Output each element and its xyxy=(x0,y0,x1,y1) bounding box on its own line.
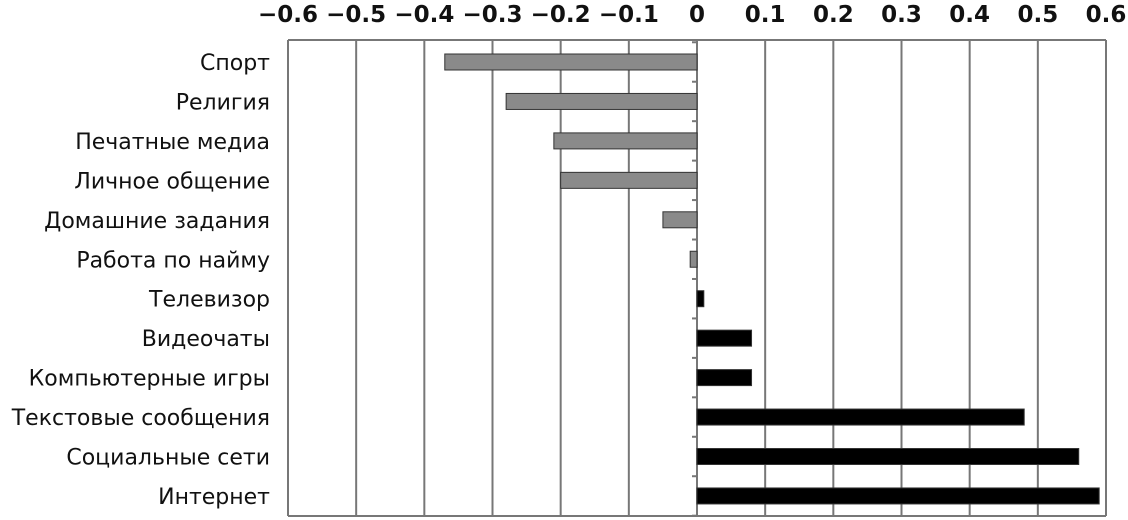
category-label: Спорт xyxy=(200,51,270,76)
x-tick-label: −0.6 xyxy=(258,2,318,28)
bar-8 xyxy=(696,329,753,347)
category-label: Личное общение xyxy=(74,169,270,194)
bar-4 xyxy=(560,171,698,189)
x-tick-label: 0.6 xyxy=(1086,2,1127,28)
category-label: Телевизор xyxy=(148,288,270,313)
category-label: Религия xyxy=(176,90,270,115)
category-label: Печатные медиа xyxy=(75,130,270,155)
bar-5 xyxy=(662,211,698,229)
x-tick-label: 0.3 xyxy=(881,2,922,28)
x-axis-tick-labels: −0.6 −0.5 −0.4 −0.3 −0.2 −0.1 0 0.1 0.2 0.3 0.4 0.5… xyxy=(258,2,1126,28)
bar-10 xyxy=(696,408,1025,426)
x-tick-label: 0.5 xyxy=(1017,2,1058,28)
bar-1 xyxy=(444,53,698,71)
bar-6 xyxy=(689,250,698,268)
x-tick-label: −0.2 xyxy=(531,2,591,28)
category-label: Компьютерные игры xyxy=(29,367,270,392)
category-label: Социальные сети xyxy=(66,446,270,471)
x-tick-label: −0.4 xyxy=(394,2,454,28)
x-tick-label: 0.4 xyxy=(949,2,990,28)
category-label: Работа по найму xyxy=(76,248,270,273)
bar-3 xyxy=(553,132,698,150)
bar-9 xyxy=(696,369,753,387)
category-label: Интернет xyxy=(158,485,270,510)
category-labels: Спорт Религия Печатные медиа Личное общение… xyxy=(11,51,270,510)
x-tick-label: 0.1 xyxy=(745,2,786,28)
grid-lines xyxy=(287,39,1107,517)
bars xyxy=(444,53,1100,505)
x-tick-label: −0.5 xyxy=(326,2,386,28)
bar-2 xyxy=(505,92,698,110)
x-tick-label: −0.3 xyxy=(462,2,522,28)
bar-11 xyxy=(696,448,1080,465)
x-tick-label: 0 xyxy=(689,2,705,28)
x-tick-label: 0.2 xyxy=(813,2,854,28)
bar-12 xyxy=(696,487,1100,505)
bar-7 xyxy=(696,290,705,308)
x-tick-label: −0.1 xyxy=(599,2,659,28)
category-label: Видеочаты xyxy=(142,327,270,352)
category-label: Домашние задания xyxy=(44,209,270,234)
category-label: Текстовые сообщения xyxy=(11,406,270,431)
